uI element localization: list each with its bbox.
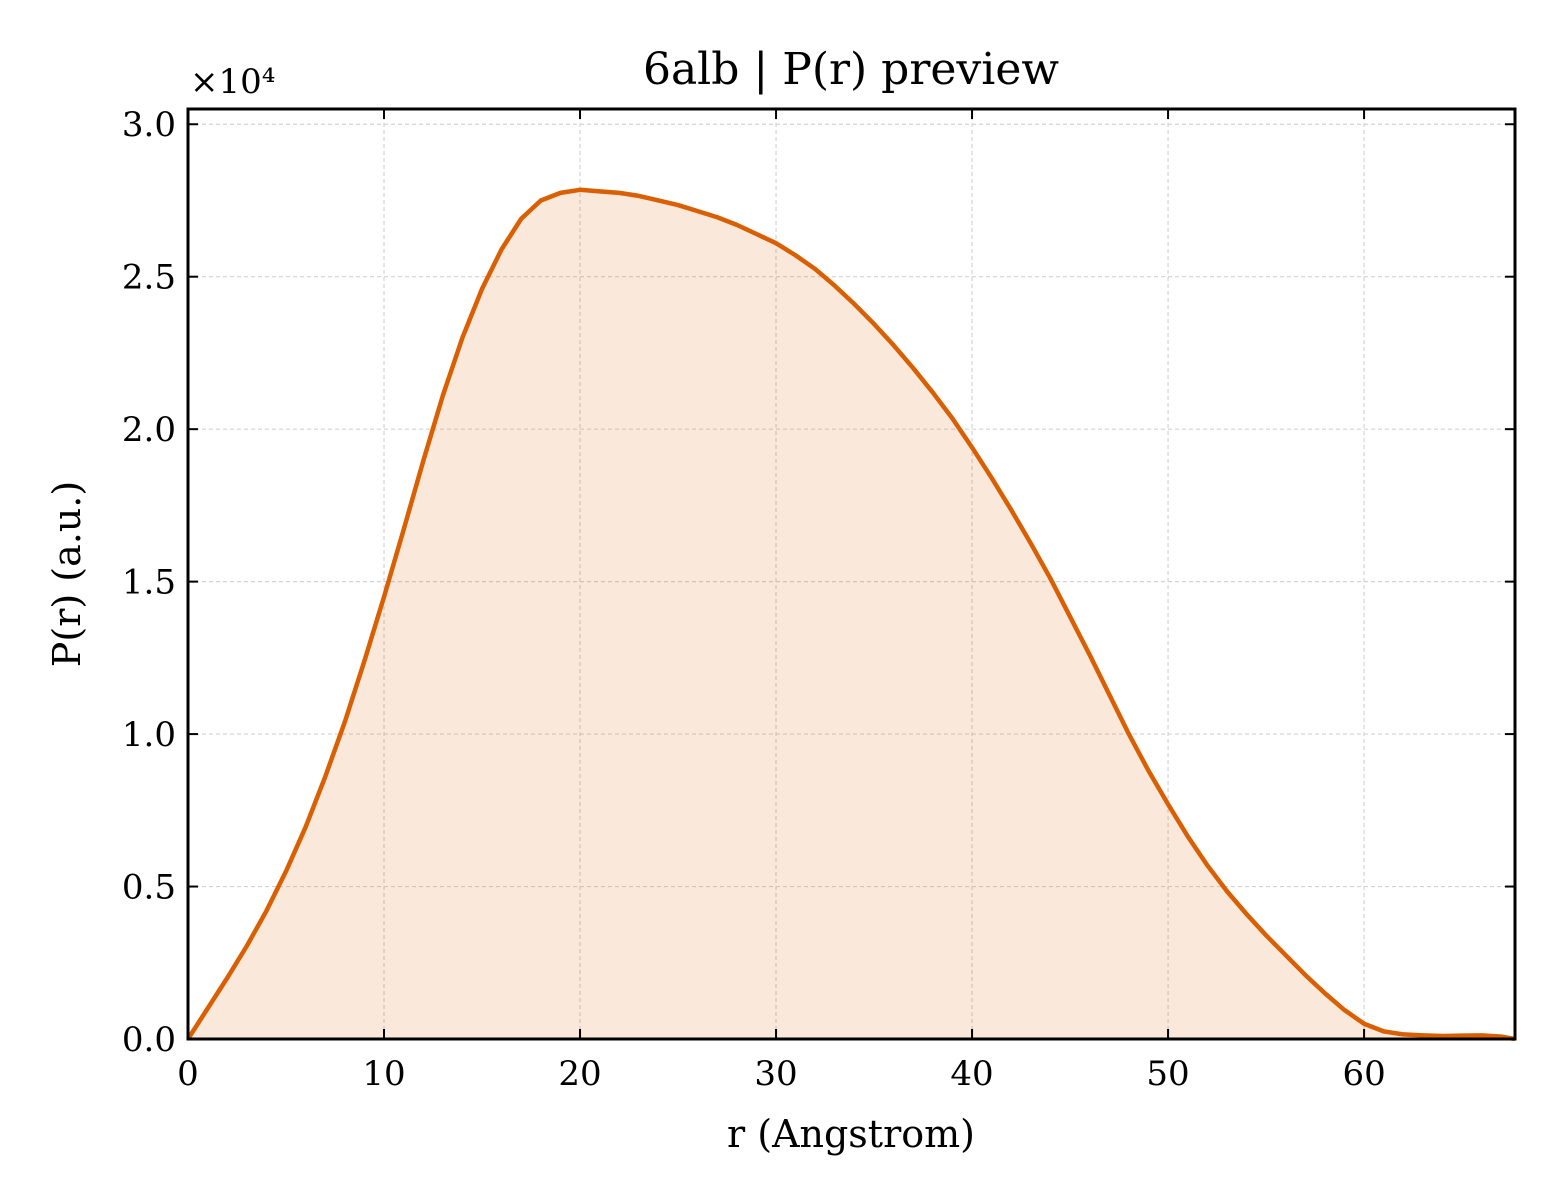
y-tick-label: 1.5 (122, 563, 176, 603)
chart-title: 6alb | P(r) preview (643, 44, 1059, 95)
grid (188, 109, 1515, 1039)
y-tick-label: 2.5 (122, 258, 176, 298)
x-tick-label: 30 (754, 1054, 797, 1094)
y-tick-label: 1.0 (122, 715, 176, 755)
y-tick-label: 3.0 (122, 105, 176, 145)
x-axis-label: r (Angstrom) (727, 1112, 975, 1156)
y-tick-label: 2.0 (122, 410, 176, 450)
x-tick-label: 50 (1146, 1054, 1189, 1094)
y-tick-label: 0.5 (122, 868, 176, 908)
x-tick-label: 40 (950, 1054, 993, 1094)
x-tick-label: 0 (177, 1054, 199, 1094)
y-axis-label: P(r) (a.u.) (45, 481, 89, 667)
x-tick-label: 60 (1342, 1054, 1385, 1094)
plot-frame (186, 107, 1517, 1041)
axis-ticks: 0 10 20 30 40 50 60 0.0 0.5 1.0 1.5 2.0 2.5 3.0 (122, 105, 1515, 1094)
x-tick-label: 10 (362, 1054, 405, 1094)
pr-series-line (186, 187, 1516, 1042)
x-tick-label: 20 (558, 1054, 601, 1094)
y-scale-multiplier: ×10⁴ (190, 62, 275, 102)
pr-area-fill (188, 189, 1515, 1040)
y-tick-label: 0.0 (122, 1020, 176, 1060)
